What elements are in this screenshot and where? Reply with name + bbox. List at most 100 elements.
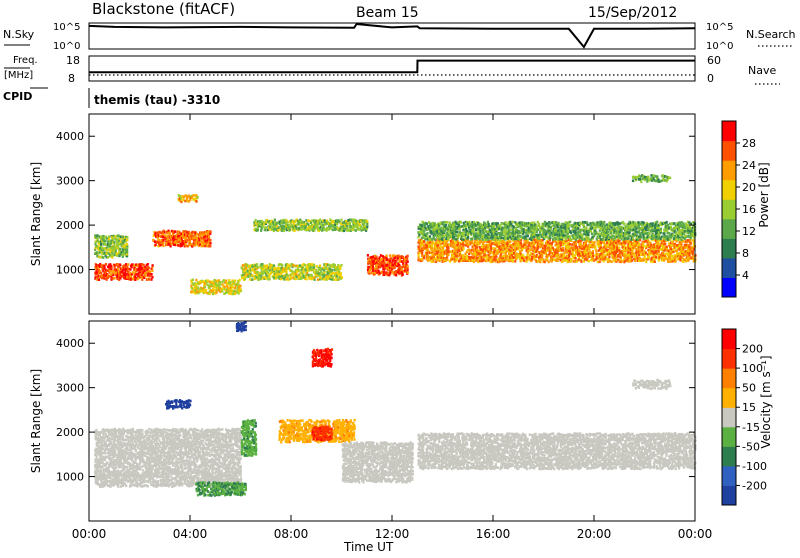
heatmap-cell bbox=[162, 241, 164, 244]
heatmap-cell bbox=[346, 225, 348, 228]
heatmap-cell bbox=[679, 257, 681, 260]
heatmap-cell bbox=[261, 220, 263, 223]
heatmap-cell bbox=[395, 274, 397, 277]
heatmap-cell bbox=[97, 238, 99, 241]
heatmap-cell bbox=[592, 250, 594, 253]
heatmap-cell bbox=[211, 281, 213, 284]
heatmap-cell bbox=[102, 256, 104, 259]
heatmap-cell bbox=[340, 272, 342, 275]
heatmap-cell bbox=[423, 230, 425, 233]
heatmap-cell bbox=[407, 265, 409, 268]
heatmap-cell bbox=[147, 263, 149, 266]
heatmap-cell bbox=[488, 223, 490, 226]
heatmap-cell bbox=[541, 255, 543, 258]
heatmap-cell bbox=[244, 278, 246, 281]
heatmap-cell bbox=[196, 233, 198, 236]
heatmap-cell bbox=[492, 228, 494, 231]
heatmap-cell bbox=[588, 260, 590, 263]
heatmap-cell bbox=[148, 267, 150, 270]
heatmap-cell bbox=[332, 229, 334, 232]
heatmap-cell bbox=[126, 251, 128, 254]
heatmap-cell bbox=[265, 277, 267, 280]
heatmap-cell bbox=[604, 224, 606, 227]
heatmap-cell bbox=[125, 273, 127, 276]
heatmap-cell bbox=[380, 258, 382, 261]
heatmap-cell bbox=[608, 256, 610, 259]
heatmap-cell bbox=[126, 236, 128, 239]
heatmap-cell bbox=[126, 239, 128, 242]
heatmap-cell bbox=[144, 272, 146, 275]
heatmap-cell bbox=[195, 200, 197, 203]
heatmap-cell bbox=[590, 230, 592, 233]
heatmap-cell bbox=[568, 224, 570, 227]
heatmap-cell bbox=[569, 235, 571, 238]
heatmap-cell bbox=[689, 240, 691, 243]
heatmap-cell bbox=[434, 238, 436, 241]
heatmap-cell bbox=[597, 261, 599, 264]
heatmap-cell bbox=[542, 258, 544, 261]
heatmap-cell bbox=[135, 273, 137, 276]
heatmap-cell bbox=[240, 285, 242, 288]
heatmap-cell bbox=[244, 275, 246, 278]
heatmap-cell bbox=[151, 269, 153, 272]
heatmap-cell bbox=[514, 260, 516, 263]
heatmap-cell bbox=[151, 276, 153, 279]
heatmap-cell bbox=[209, 242, 211, 245]
heatmap-cell bbox=[151, 273, 153, 276]
heatmap-cell bbox=[150, 278, 152, 281]
heatmap-cell bbox=[631, 256, 633, 259]
heatmap-cell bbox=[445, 224, 447, 227]
heatmap-cell bbox=[174, 230, 176, 233]
nave-tick-bottom: 0 bbox=[707, 72, 714, 85]
heatmap-cell bbox=[316, 274, 318, 277]
heatmap-cell bbox=[583, 224, 585, 227]
heatmap-cell bbox=[437, 244, 439, 247]
heatmap-cell bbox=[164, 234, 166, 237]
freq-strip: Freq. [MHz] 18 8 60 0 Nave CPID themis (… bbox=[3, 54, 780, 108]
heatmap-cell bbox=[204, 286, 206, 289]
heatmap-cell bbox=[313, 264, 315, 267]
heatmap-cell bbox=[552, 238, 554, 241]
heatmap-cell bbox=[672, 260, 674, 263]
heatmap-cell bbox=[305, 219, 307, 222]
heatmap-cell bbox=[209, 281, 211, 284]
heatmap-cell bbox=[431, 247, 433, 250]
heatmap-cell bbox=[567, 230, 569, 233]
heatmap-cell bbox=[107, 256, 109, 259]
heatmap-cell bbox=[255, 222, 257, 225]
heatmap-cell bbox=[664, 243, 666, 246]
heatmap-cell bbox=[616, 244, 618, 247]
heatmap-cell bbox=[562, 249, 564, 252]
heatmap-cell bbox=[189, 199, 191, 202]
heatmap-cell bbox=[268, 276, 270, 279]
heatmap-cell bbox=[294, 229, 296, 232]
heatmap-cell bbox=[645, 261, 647, 264]
heatmap-cell bbox=[265, 226, 267, 229]
heatmap-cell bbox=[105, 243, 107, 246]
heatmap-cell bbox=[638, 254, 640, 257]
heatmap-cell bbox=[628, 260, 630, 263]
heatmap-cell bbox=[570, 232, 572, 235]
heatmap-cell bbox=[602, 238, 604, 241]
heatmap-cell bbox=[386, 255, 388, 258]
heatmap-cell bbox=[471, 242, 473, 245]
heatmap-cell bbox=[575, 257, 577, 260]
nsky-tick-top: 10^5 bbox=[53, 22, 80, 33]
heatmap-cell bbox=[299, 264, 301, 267]
heatmap-cell bbox=[608, 250, 610, 253]
heatmap-cell bbox=[475, 228, 477, 231]
heatmap-cell bbox=[581, 248, 583, 251]
heatmap-cell bbox=[319, 264, 321, 267]
heatmap-cell bbox=[520, 242, 522, 245]
heatmap-cell bbox=[126, 248, 128, 251]
heatmap-cell bbox=[406, 257, 408, 260]
heatmap-cell bbox=[493, 238, 495, 241]
heatmap-cell bbox=[655, 250, 657, 253]
heatmap-cell bbox=[290, 276, 292, 279]
heatmap-cell bbox=[466, 230, 468, 233]
heatmap-cell bbox=[234, 287, 236, 290]
heatmap-cell bbox=[389, 254, 391, 257]
heatmap-cell bbox=[505, 221, 507, 224]
heatmap-cell bbox=[100, 272, 102, 275]
